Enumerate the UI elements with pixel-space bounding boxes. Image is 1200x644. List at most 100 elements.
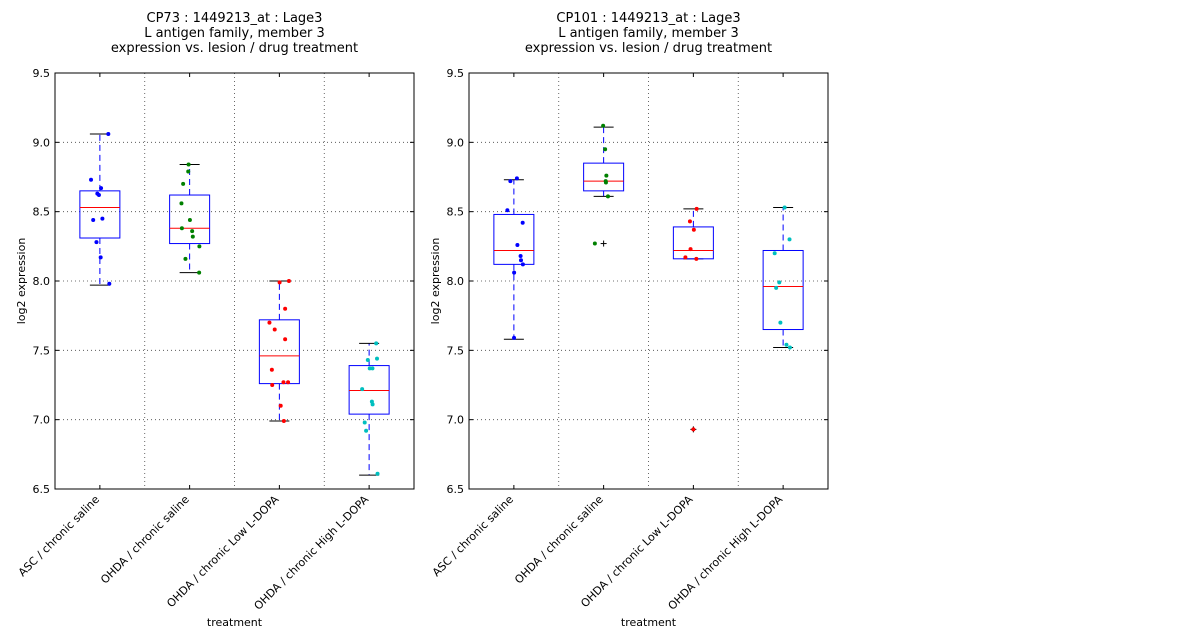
- data-point: [592, 241, 597, 246]
- data-point: [505, 208, 510, 213]
- data-point: [96, 193, 101, 198]
- data-point: [688, 247, 693, 252]
- data-point: [787, 345, 792, 350]
- y-tick-label: 7.0: [447, 414, 465, 427]
- y-tick-label: 7.0: [33, 414, 51, 427]
- y-tick-label: 9.5: [33, 67, 51, 80]
- data-point: [360, 387, 365, 392]
- data-point: [687, 219, 692, 224]
- data-point: [683, 255, 688, 260]
- plot-frame: [468, 72, 829, 490]
- data-point: [691, 427, 696, 432]
- data-point: [604, 173, 609, 178]
- x-axis-label: treatment: [207, 616, 263, 629]
- y-tick-label: 7.5: [447, 344, 465, 357]
- data-point: [281, 419, 286, 424]
- box-group-1: [79, 132, 121, 286]
- data-point: [179, 226, 184, 231]
- data-point: [370, 366, 375, 371]
- data-point: [283, 306, 288, 311]
- data-point: [272, 327, 277, 332]
- data-point: [508, 179, 513, 184]
- data-point: [269, 367, 274, 372]
- data-point: [774, 285, 779, 290]
- data-point: [89, 177, 94, 182]
- plot-frame: [54, 72, 415, 490]
- chart-title-line: L antigen family, member 3: [558, 26, 739, 41]
- data-point: [782, 205, 787, 210]
- y-axis-label: log2 expression: [429, 238, 442, 325]
- data-point: [281, 380, 286, 385]
- chart-title-line: expression vs. lesion / drug treatment: [525, 41, 772, 56]
- x-tick-label: OHDA / chronic saline: [98, 493, 192, 587]
- data-point: [186, 169, 191, 174]
- data-point: [267, 320, 272, 325]
- box-group-3: [672, 206, 714, 433]
- box-iqr: [762, 249, 804, 331]
- data-point: [181, 181, 186, 186]
- chart-title-line: CP101 : 1449213_at : Lage3: [556, 11, 740, 26]
- box-group-4: [348, 341, 390, 476]
- y-axis-label: log2 expression: [15, 238, 28, 325]
- data-point: [186, 162, 191, 167]
- data-point: [375, 356, 380, 361]
- data-point: [603, 180, 608, 185]
- data-point: [694, 206, 699, 211]
- data-point: [197, 270, 202, 275]
- data-point: [270, 383, 275, 387]
- data-point: [603, 147, 608, 152]
- data-point: [94, 240, 99, 245]
- y-tick-label: 8.5: [33, 206, 51, 219]
- data-point: [787, 237, 792, 242]
- data-point: [514, 176, 519, 181]
- data-point: [772, 251, 777, 256]
- x-tick-label: ASC / chronic saline: [16, 493, 102, 579]
- box-iqr: [258, 319, 300, 385]
- data-point: [518, 258, 523, 263]
- data-point: [375, 471, 380, 476]
- data-point: [187, 217, 192, 222]
- data-point: [605, 194, 610, 199]
- data-point: [518, 254, 523, 259]
- data-point: [283, 337, 288, 342]
- data-point: [520, 220, 525, 225]
- chart-title-line: CP73 : 1449213_at : Lage3: [147, 11, 323, 26]
- data-point: [286, 279, 291, 283]
- data-point: [91, 217, 96, 222]
- y-tick-label: 9.0: [33, 136, 51, 149]
- data-point: [778, 320, 783, 325]
- box-iqr: [493, 213, 535, 265]
- y-tick-label: 6.5: [33, 483, 51, 496]
- x-tick-label: ASC / chronic saline: [430, 493, 516, 579]
- data-point: [98, 255, 103, 260]
- data-point: [601, 123, 606, 128]
- data-point: [365, 358, 370, 363]
- box-iqr: [672, 226, 714, 260]
- chart-title-line: expression vs. lesion / drug treatment: [111, 41, 358, 56]
- x-tick-label: OHDA / chronic saline: [512, 493, 606, 587]
- data-point: [99, 186, 104, 191]
- box-group-2: [169, 162, 211, 275]
- data-point: [106, 132, 111, 137]
- data-point: [370, 402, 375, 407]
- box-group-2: [583, 123, 625, 247]
- box-group-1: [493, 176, 535, 340]
- data-point: [107, 281, 112, 286]
- x-axis-label: treatment: [621, 616, 677, 629]
- box-iqr: [79, 190, 121, 239]
- data-point: [197, 244, 202, 249]
- data-point: [784, 342, 789, 347]
- data-point: [190, 229, 195, 234]
- data-point: [100, 216, 105, 221]
- data-point: [777, 280, 782, 285]
- y-tick-label: 8.5: [447, 206, 465, 219]
- data-point: [364, 428, 369, 433]
- data-point: [512, 335, 517, 340]
- box-group-3: [258, 279, 300, 424]
- data-point: [183, 256, 188, 261]
- y-tick-label: 9.0: [447, 136, 465, 149]
- data-point: [286, 380, 291, 385]
